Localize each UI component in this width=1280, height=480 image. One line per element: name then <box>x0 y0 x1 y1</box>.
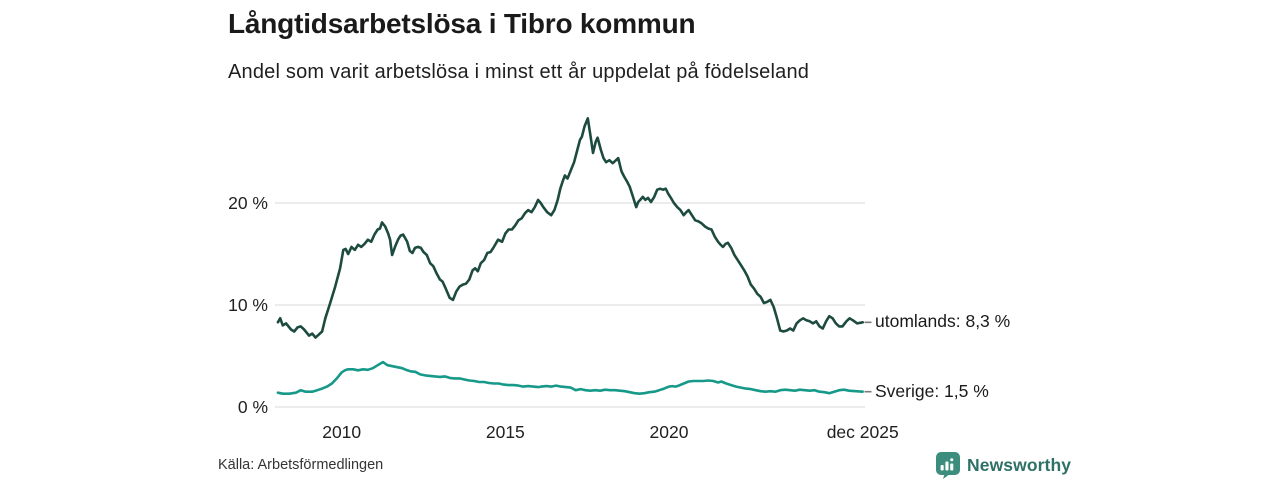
source-note: Källa: Arbetsförmedlingen <box>218 457 384 473</box>
chart-subtitle: Andel som varit arbetslösa i minst ett å… <box>228 61 810 83</box>
y-tick-label: 20 % <box>228 193 268 213</box>
chart-title: Långtidsarbetslösa i Tibro kommun <box>228 8 696 39</box>
newsworthy-icon <box>936 451 960 479</box>
x-tick-label: 2020 <box>649 422 689 442</box>
series-line-utomlands <box>276 117 864 339</box>
x-tick-label: 2010 <box>322 422 362 442</box>
y-tick-label: 0 % <box>237 397 268 417</box>
brand-name: Newsworthy <box>967 454 1072 475</box>
x-tick-label: 2015 <box>485 422 525 442</box>
series-end-label-utomlands: utomlands: 8,3 % <box>875 311 1011 332</box>
y-tick-label: 10 % <box>228 295 268 315</box>
x-tick-label: dec 2025 <box>826 422 899 442</box>
brand-logo[interactable]: Newsworthy <box>936 451 1071 479</box>
series-end-label-sverige: Sverige: 1,5 % <box>875 380 989 401</box>
series-line-sverige <box>276 360 864 395</box>
